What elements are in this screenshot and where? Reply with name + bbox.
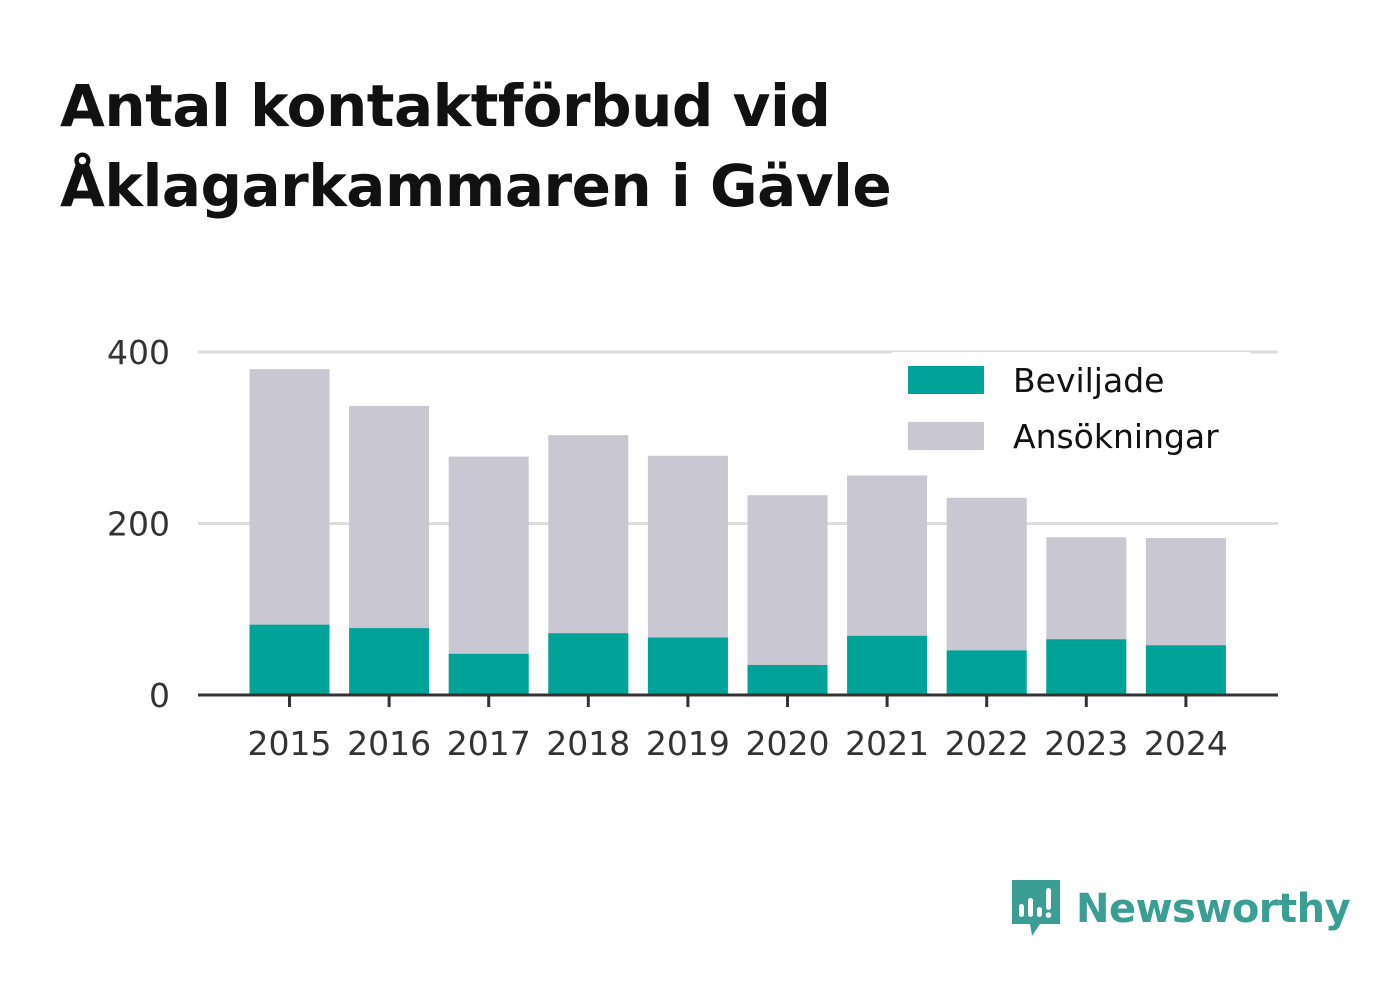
chart-title-line-2: Åklagarkammaren i Gävle <box>60 152 892 220</box>
bar-beviljade-2020 <box>747 664 828 695</box>
x-tick-label: 2017 <box>447 724 531 763</box>
x-tick-label: 2024 <box>1144 724 1228 763</box>
legend-swatch-ansokningar <box>908 422 984 450</box>
y-tick-label: 200 <box>107 505 170 544</box>
bar-beviljade-2016 <box>349 628 430 695</box>
legend: Beviljade Ansökningar <box>892 352 1250 472</box>
x-tick-label: 2016 <box>347 724 431 763</box>
bar-beviljade-2022 <box>946 650 1027 695</box>
brand-name: Newsworthy <box>1076 886 1351 932</box>
bar-beviljade-2024 <box>1145 645 1226 695</box>
bar-beviljade-2021 <box>847 635 928 695</box>
bar-ansokningar-2020 <box>747 495 828 695</box>
x-tick-label: 2020 <box>746 724 830 763</box>
newsworthy-logo-icon <box>1012 880 1060 936</box>
x-tick-label: 2015 <box>248 724 332 763</box>
bar-beviljade-2019 <box>647 637 728 695</box>
brand-logo: Newsworthy <box>1010 878 1351 940</box>
chart-title: Antal kontaktförbud vid Åklagarkammaren … <box>60 66 1260 226</box>
legend-label-beviljade: Beviljade <box>1013 361 1164 400</box>
bar-beviljade-2023 <box>1046 639 1127 695</box>
bar-beviljade-2015 <box>249 624 330 695</box>
x-tick-label: 2018 <box>546 724 630 763</box>
x-tick-label: 2019 <box>646 724 730 763</box>
bar-beviljade-2018 <box>548 633 629 695</box>
legend-swatch-beviljade <box>908 366 984 394</box>
chart-title-line-1: Antal kontaktförbud vid <box>60 72 831 140</box>
x-tick-label: 2023 <box>1044 724 1128 763</box>
bar-beviljade-2017 <box>448 653 529 695</box>
y-tick-label: 400 <box>107 333 170 372</box>
legend-label-ansokningar: Ansökningar <box>1013 417 1219 456</box>
axes: 0 200 400 2015 2016 2017 2018 2019 2020 2021 2022 2… <box>107 333 1278 763</box>
x-tick-label: 2021 <box>845 724 929 763</box>
x-tick-label: 2022 <box>945 724 1029 763</box>
bars <box>249 369 1226 695</box>
y-tick-label: 0 <box>149 676 170 715</box>
